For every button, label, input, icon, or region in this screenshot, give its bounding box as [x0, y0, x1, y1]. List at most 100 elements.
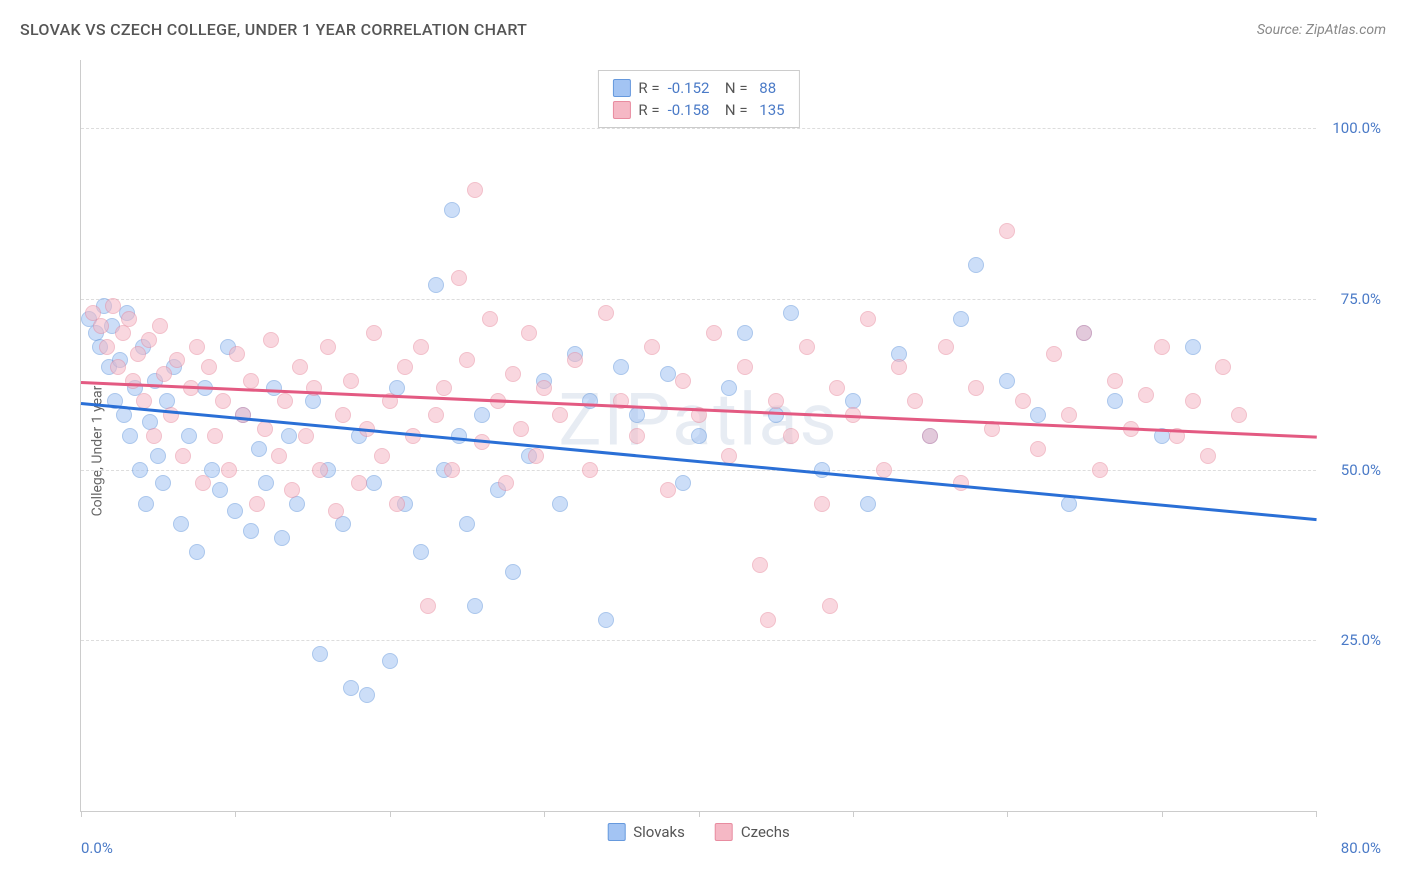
x-axis-min-label: 0.0% [81, 839, 113, 857]
series-legend-item: Slovaks [607, 823, 685, 841]
scatter-point [258, 475, 274, 491]
plot-area: ZIPatlas R = -0.152 N = 88R = -0.158 N =… [80, 60, 1316, 812]
scatter-point [968, 380, 984, 396]
scatter-point [629, 428, 645, 444]
scatter-point [289, 496, 305, 512]
scatter-point [201, 359, 217, 375]
scatter-point [660, 482, 676, 498]
scatter-point [335, 516, 351, 532]
correlation-legend: R = -0.152 N = 88R = -0.158 N = 135 [597, 70, 799, 128]
scatter-point [121, 311, 137, 327]
scatter-point [1185, 339, 1201, 355]
scatter-point [582, 462, 598, 478]
scatter-point [343, 680, 359, 696]
scatter-point [467, 598, 483, 614]
scatter-point [298, 428, 314, 444]
scatter-point [783, 305, 799, 321]
scatter-point [130, 346, 146, 362]
scatter-point [99, 339, 115, 355]
scatter-point [1030, 441, 1046, 457]
scatter-point [243, 523, 259, 539]
scatter-point [1107, 373, 1123, 389]
scatter-point [737, 359, 753, 375]
legend-swatch [715, 823, 733, 841]
scatter-point [691, 428, 707, 444]
scatter-point [227, 503, 243, 519]
scatter-point [968, 257, 984, 273]
scatter-point [257, 421, 273, 437]
scatter-point [141, 332, 157, 348]
y-tick-label: 25.0% [1321, 631, 1381, 649]
scatter-point [271, 448, 287, 464]
scatter-point [999, 223, 1015, 239]
x-tick [390, 811, 391, 817]
scatter-point [505, 366, 521, 382]
scatter-point [335, 407, 351, 423]
scatter-point [138, 496, 154, 512]
scatter-point [783, 428, 799, 444]
scatter-point [320, 339, 336, 355]
scatter-point [115, 325, 131, 341]
series-legend-label: Czechs [741, 823, 790, 841]
scatter-point [938, 339, 954, 355]
scatter-point [125, 373, 141, 389]
scatter-point [1138, 387, 1154, 403]
x-tick [235, 811, 236, 817]
scatter-point [1215, 359, 1231, 375]
scatter-point [552, 407, 568, 423]
scatter-point [284, 482, 300, 498]
legend-n-label: N = [717, 101, 747, 119]
series-legend: Slovaks Czechs [607, 823, 790, 841]
scatter-point [444, 462, 460, 478]
scatter-point [420, 598, 436, 614]
legend-r-label: R = [638, 79, 659, 97]
scatter-point [860, 311, 876, 327]
scatter-point [891, 359, 907, 375]
scatter-point [351, 475, 367, 491]
scatter-point [132, 462, 148, 478]
scatter-point [277, 393, 293, 409]
scatter-point [235, 407, 251, 423]
scatter-point [1061, 407, 1077, 423]
scatter-point [251, 441, 267, 457]
scatter-point [1231, 407, 1247, 423]
gridline [81, 640, 1316, 641]
chart-header: SLOVAK VS CZECH COLLEGE, UNDER 1 YEAR CO… [20, 20, 1386, 39]
scatter-point [613, 359, 629, 375]
chart-container: College, Under 1 year ZIPatlas R = -0.15… [50, 50, 1386, 852]
scatter-point [629, 407, 645, 423]
scatter-point [116, 407, 132, 423]
scatter-point [181, 428, 197, 444]
chart-source: Source: ZipAtlas.com [1257, 22, 1386, 38]
legend-r-value: -0.158 [668, 101, 710, 119]
scatter-point [274, 530, 290, 546]
scatter-point [474, 407, 490, 423]
scatter-point [459, 352, 475, 368]
x-tick [1007, 811, 1008, 817]
scatter-point [1030, 407, 1046, 423]
scatter-point [760, 612, 776, 628]
scatter-point [860, 496, 876, 512]
scatter-point [922, 428, 938, 444]
legend-swatch [612, 101, 630, 119]
scatter-point [536, 380, 552, 396]
gridline [81, 128, 1316, 129]
legend-row: R = -0.152 N = 88 [612, 77, 784, 99]
scatter-point [150, 448, 166, 464]
scatter-point [343, 373, 359, 389]
scatter-point [953, 311, 969, 327]
x-tick [81, 811, 82, 817]
series-legend-label: Slovaks [633, 823, 685, 841]
scatter-point [752, 557, 768, 573]
scatter-point [366, 475, 382, 491]
scatter-point [999, 373, 1015, 389]
scatter-point [737, 325, 753, 341]
legend-r-value: -0.152 [668, 79, 710, 97]
scatter-point [598, 612, 614, 628]
x-tick [1316, 811, 1317, 817]
scatter-point [1046, 346, 1062, 362]
scatter-point [413, 339, 429, 355]
scatter-point [459, 516, 475, 532]
legend-swatch [607, 823, 625, 841]
gridline [81, 470, 1316, 471]
